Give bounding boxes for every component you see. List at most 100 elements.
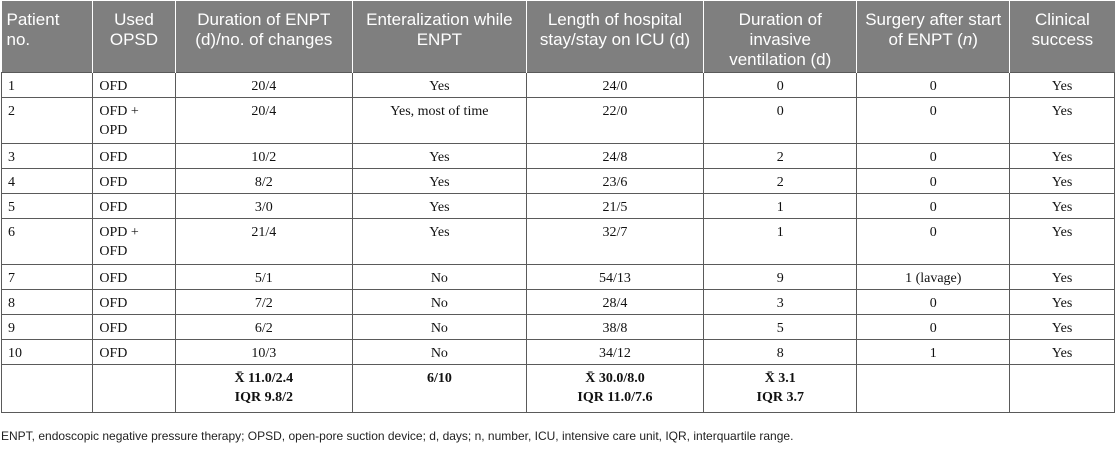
cell-ventilation: 1 <box>703 192 858 219</box>
cell-patient-no: 5 <box>0 192 94 219</box>
cell-surgery: 0 <box>856 142 1011 169</box>
cell-clinical-success: Yes <box>1009 96 1115 144</box>
summary-stay-iqr: IQR 11.0/7.6 <box>577 389 653 405</box>
cell-patient-no: 6 <box>0 217 94 265</box>
table-row: 5 OFD 3/0 Yes 21/5 1 0 Yes <box>0 192 1115 219</box>
cell-hospital-stay: 23/6 <box>525 167 705 194</box>
cell-duration: 7/2 <box>174 288 354 315</box>
cell-clinical-success: Yes <box>1009 313 1115 340</box>
summary-duration-iqr: IQR 9.8/2 <box>234 389 293 405</box>
cell-enteralization: Yes <box>352 192 527 219</box>
cell-clinical-success: Yes <box>1009 142 1115 169</box>
cell-used-opsd: OFD + OPD <box>92 96 176 144</box>
table-row: 9 OFD 6/2 No 38/8 5 0 Yes <box>0 313 1115 340</box>
summary-row: X̄ 11.0/2.4 IQR 9.8/2 6/10 X̄ 30.0/8.0 I… <box>0 363 1115 413</box>
cell-clinical-success: Yes <box>1009 192 1115 219</box>
header-used-opsd: Used OPSD <box>92 1 175 72</box>
cell-surgery: 0 <box>856 217 1011 265</box>
cell-duration: 6/2 <box>174 313 354 340</box>
table-footnote: ENPT, endoscopic negative pressure thera… <box>1 429 794 443</box>
cell-surgery: 0 <box>856 96 1011 144</box>
summary-enteralization: 6/10 <box>352 363 527 413</box>
cell-ventilation: 0 <box>703 71 858 98</box>
cell-enteralization: Yes <box>352 71 527 98</box>
header-duration-enpt: Duration of ENPT (d)/no. of changes <box>174 1 353 72</box>
cell-clinical-success: Yes <box>1009 338 1115 365</box>
cell-duration: 21/4 <box>174 217 354 265</box>
cell-ventilation: 9 <box>703 263 858 290</box>
header-invasive-ventilation: Duration of invasive ventilation (d) <box>703 1 857 72</box>
summary-ventilation-iqr: IQR 3.7 <box>756 389 804 405</box>
table-header: Patient no. Used OPSD Duration of ENPT (… <box>1 1 1115 72</box>
cell-duration: 10/2 <box>174 142 354 169</box>
cell-hospital-stay: 28/4 <box>525 288 705 315</box>
cell-patient-no: 7 <box>0 263 94 290</box>
header-enteralization: Enteralization while ENPT <box>352 1 527 72</box>
cell-clinical-success: Yes <box>1009 217 1115 265</box>
cell-enteralization: Yes <box>352 142 527 169</box>
cell-enteralization: Yes <box>352 167 527 194</box>
cell-ventilation: 8 <box>703 338 858 365</box>
cell-hospital-stay: 21/5 <box>525 192 705 219</box>
header-clinical-success: Clinical success <box>1009 1 1115 72</box>
cell-ventilation: 1 <box>703 217 858 265</box>
results-table: Patient no. Used OPSD Duration of ENPT (… <box>0 1 1115 413</box>
summary-ventilation: X̄ 3.1 IQR 3.7 <box>703 363 858 413</box>
cell-clinical-success: Yes <box>1009 71 1115 98</box>
cell-used-opsd: OFD <box>92 338 176 365</box>
cell-used-opsd: OFD <box>92 142 176 169</box>
cell-surgery: 1 (lavage) <box>856 263 1011 290</box>
cell-enteralization: No <box>352 313 527 340</box>
table-row: 10 OFD 10/3 No 34/12 8 1 Yes <box>0 338 1115 365</box>
cell-used-opsd: OPD + OFD <box>92 217 176 265</box>
cell-clinical-success: Yes <box>1009 263 1115 290</box>
cell-patient-no: 4 <box>0 167 94 194</box>
summary-ventilation-mean: X̄ 3.1 <box>764 370 796 386</box>
cell-used-opsd: OFD <box>92 263 176 290</box>
summary-duration-mean: X̄ 11.0/2.4 <box>234 370 294 386</box>
cell-ventilation: 0 <box>703 96 858 144</box>
cell-used-opsd: OFD <box>92 71 176 98</box>
cell-duration: 5/1 <box>174 263 354 290</box>
cell-surgery: 0 <box>856 71 1011 98</box>
header-hospital-stay: Length of hospital stay/stay on ICU (d) <box>525 1 704 72</box>
cell-clinical-success: Yes <box>1009 288 1115 315</box>
cell-patient-no: 2 <box>0 96 94 144</box>
header-surgery: Surgery after start of ENPT (n) <box>856 1 1010 72</box>
table-row: 4 OFD 8/2 Yes 23/6 2 0 Yes <box>0 167 1115 194</box>
cell-used-opsd: OFD <box>92 288 176 315</box>
table-row: 3 OFD 10/2 Yes 24/8 2 0 Yes <box>0 142 1115 169</box>
summary-empty-cell <box>0 363 94 413</box>
cell-used-opsd: OFD <box>92 167 176 194</box>
table-row: 2 OFD + OPD 20/4 Yes, most of time 22/0 0 0 Yes <box>0 96 1115 144</box>
cell-duration: 10/3 <box>174 338 354 365</box>
summary-empty-cell <box>92 363 176 413</box>
summary-empty-cell <box>856 363 1011 413</box>
cell-ventilation: 2 <box>703 167 858 194</box>
cell-ventilation: 2 <box>703 142 858 169</box>
cell-enteralization: No <box>352 288 527 315</box>
cell-surgery: 0 <box>856 313 1011 340</box>
cell-enteralization: Yes <box>352 217 527 265</box>
summary-stay-mean: X̄ 30.0/8.0 <box>585 370 645 386</box>
table-row: 1 OFD 20/4 Yes 24/0 0 0 Yes <box>0 71 1115 98</box>
cell-ventilation: 5 <box>703 313 858 340</box>
table-row: 6 OPD + OFD 21/4 Yes 32/7 1 0 Yes <box>0 217 1115 265</box>
cell-enteralization: No <box>352 338 527 365</box>
cell-patient-no: 9 <box>0 313 94 340</box>
cell-duration: 20/4 <box>174 96 354 144</box>
cell-used-opsd: OFD <box>92 313 176 340</box>
cell-patient-no: 8 <box>0 288 94 315</box>
cell-hospital-stay: 38/8 <box>525 313 705 340</box>
cell-patient-no: 10 <box>0 338 94 365</box>
cell-duration: 8/2 <box>174 167 354 194</box>
cell-duration: 20/4 <box>174 71 354 98</box>
cell-enteralization: Yes, most of time <box>352 96 527 144</box>
header-patient-no: Patient no. <box>1 1 93 72</box>
cell-clinical-success: Yes <box>1009 167 1115 194</box>
cell-used-opsd: OFD <box>92 192 176 219</box>
cell-patient-no: 1 <box>0 71 94 98</box>
cell-surgery: 0 <box>856 192 1011 219</box>
cell-enteralization: No <box>352 263 527 290</box>
cell-hospital-stay: 54/13 <box>525 263 705 290</box>
